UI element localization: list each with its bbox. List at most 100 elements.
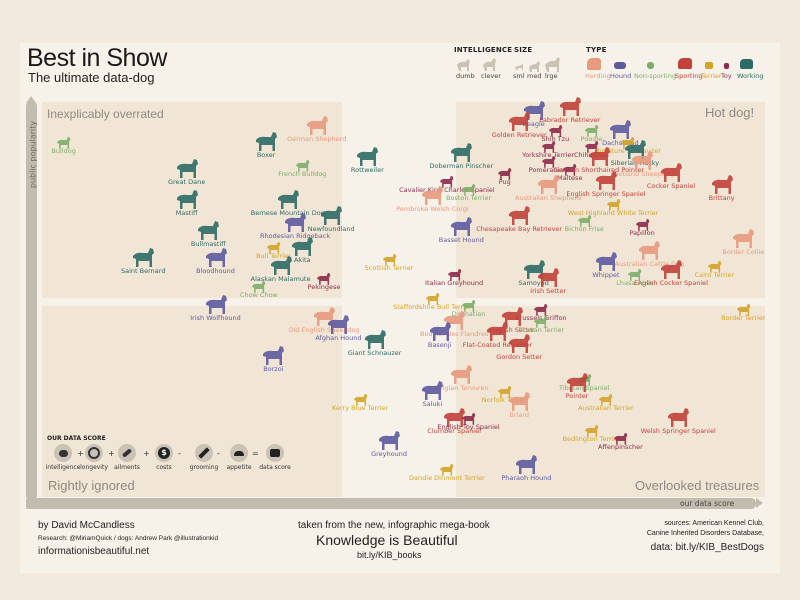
dog-silhouette-icon[interactable]: [637, 240, 661, 260]
dog-silhouette-icon[interactable]: [613, 430, 628, 445]
dog-silhouette-icon[interactable]: [295, 157, 310, 172]
book-link[interactable]: bit.ly/KIB_books: [357, 550, 422, 560]
site-link[interactable]: informationisbeautiful.net: [38, 546, 150, 557]
dog-silhouette-icon[interactable]: [507, 333, 531, 354]
dog-silhouette-icon[interactable]: [541, 153, 556, 169]
dog-silhouette-icon[interactable]: [558, 96, 582, 116]
dog-silhouette-icon[interactable]: [261, 345, 285, 365]
dog-label: Chesapeake Bay Retriever: [476, 224, 563, 233]
dog-silhouette-icon[interactable]: [630, 150, 654, 171]
dog-silhouette-icon[interactable]: [507, 111, 531, 132]
dog-silhouette-icon[interactable]: [522, 259, 546, 280]
dog-silhouette-icon[interactable]: [461, 297, 476, 313]
dog-silhouette-icon[interactable]: [439, 173, 454, 188]
dog-silhouette-icon[interactable]: [584, 122, 599, 137]
dog-silhouette-icon[interactable]: [533, 313, 548, 328]
data-score-heading: OUR DATA SCORE: [47, 435, 106, 442]
dog-silhouette-icon[interactable]: [425, 290, 440, 305]
dog-silhouette-icon[interactable]: [507, 205, 531, 225]
dog-silhouette-icon[interactable]: [577, 212, 592, 227]
score-label-appetite: appetite: [226, 464, 252, 471]
dog-silhouette-icon[interactable]: [659, 162, 683, 182]
dog-silhouette-icon[interactable]: [254, 131, 278, 151]
dog-label: Samoyed: [518, 279, 549, 288]
dog-silhouette-icon[interactable]: [659, 259, 683, 280]
dog-silhouette-icon[interactable]: [266, 239, 281, 254]
dog-silhouette-icon[interactable]: [319, 205, 343, 225]
dog-silhouette-icon[interactable]: [533, 301, 548, 316]
dog-silhouette-icon[interactable]: [584, 422, 599, 437]
dog-silhouette-icon[interactable]: [536, 174, 560, 194]
dog-silhouette-icon[interactable]: [196, 220, 220, 241]
dog-silhouette-icon[interactable]: [507, 391, 531, 412]
dog-silhouette-icon[interactable]: [461, 181, 476, 196]
dog-silhouette-icon[interactable]: [620, 134, 635, 149]
dog-silhouette-icon[interactable]: [707, 258, 722, 274]
dog-silhouette-icon[interactable]: [316, 270, 331, 285]
dog-silhouette-icon[interactable]: [305, 115, 329, 136]
dog-silhouette-icon[interactable]: [353, 391, 368, 406]
dog-silhouette-icon[interactable]: [251, 278, 266, 293]
dog-silhouette-icon[interactable]: [608, 119, 632, 140]
dog-silhouette-icon[interactable]: [541, 138, 556, 153]
dog-silhouette-icon[interactable]: [276, 189, 300, 210]
dog-silhouette-icon[interactable]: [606, 196, 621, 211]
dog-silhouette-icon[interactable]: [627, 266, 642, 281]
dog-silhouette-icon[interactable]: [562, 161, 577, 176]
dog-silhouette-icon[interactable]: [420, 185, 444, 206]
dog-silhouette-icon[interactable]: [736, 301, 751, 316]
dog-silhouette-icon[interactable]: [497, 383, 512, 398]
dog-silhouette-icon[interactable]: [666, 407, 690, 427]
dog-label: Bedlington Terrier: [562, 434, 621, 443]
dog-silhouette-icon[interactable]: [447, 266, 462, 281]
dog-silhouette-icon[interactable]: [623, 139, 647, 159]
data-link[interactable]: data: bit.ly/KIB_BestDogs: [650, 542, 764, 553]
dog-silhouette-icon[interactable]: [598, 391, 613, 406]
dog-label: Pointer: [565, 391, 589, 400]
dog-silhouette-icon[interactable]: [363, 329, 387, 350]
dog-label: Bull Terrier: [255, 251, 291, 260]
dog-silhouette-icon[interactable]: [587, 146, 611, 167]
credits: Research: @MiriamQuick / dogs: Andrew Pa…: [38, 535, 219, 542]
dog-silhouette-icon[interactable]: [500, 306, 524, 326]
dog-label: English Toy Spaniel: [437, 423, 500, 432]
dog-silhouette-icon[interactable]: [710, 174, 734, 194]
brain-icon: [54, 444, 72, 462]
dog-silhouette-icon[interactable]: [269, 255, 293, 276]
dog-silhouette-icon[interactable]: [485, 321, 509, 342]
dog-silhouette-icon[interactable]: [594, 251, 618, 272]
dog-silhouette-icon[interactable]: [439, 461, 454, 476]
dog-silhouette-icon[interactable]: [326, 314, 350, 334]
dog-silhouette-icon[interactable]: [56, 134, 71, 149]
dog-silhouette-icon[interactable]: [584, 138, 599, 153]
dog-silhouette-icon[interactable]: [442, 407, 466, 427]
dog-silhouette-icon[interactable]: [548, 122, 563, 137]
dog-silhouette-icon[interactable]: [449, 216, 473, 237]
dog-silhouette-icon[interactable]: [449, 364, 473, 385]
dog-silhouette-icon[interactable]: [175, 158, 199, 179]
dog-silhouette-icon[interactable]: [428, 321, 452, 342]
dog-silhouette-icon[interactable]: [536, 267, 560, 287]
dog-silhouette-icon[interactable]: [312, 306, 336, 326]
dog-silhouette-icon[interactable]: [565, 372, 589, 392]
dog-label: Afghan Hound: [315, 333, 362, 342]
dog-silhouette-icon[interactable]: [283, 212, 307, 233]
dog-silhouette-icon[interactable]: [420, 380, 444, 400]
dog-silhouette-icon[interactable]: [382, 251, 397, 266]
dog-silhouette-icon[interactable]: [204, 294, 228, 315]
dog-silhouette-icon[interactable]: [449, 142, 473, 163]
dog-silhouette-icon[interactable]: [731, 228, 755, 249]
dog-label: Old English Sheepdog: [288, 325, 360, 334]
dog-silhouette-icon[interactable]: [635, 216, 650, 231]
dog-silhouette-icon[interactable]: [355, 146, 379, 167]
dog-silhouette-icon[interactable]: [377, 430, 401, 451]
dog-silhouette-icon[interactable]: [514, 454, 538, 474]
dog-silhouette-icon[interactable]: [175, 189, 199, 210]
dog-silhouette-icon[interactable]: [594, 170, 618, 190]
dog-silhouette-icon[interactable]: [497, 165, 512, 180]
dollar-icon: $: [155, 444, 173, 462]
dog-silhouette-icon[interactable]: [290, 236, 314, 256]
dog-silhouette-icon[interactable]: [204, 247, 228, 268]
dog-silhouette-icon[interactable]: [461, 410, 476, 425]
dog-silhouette-icon[interactable]: [131, 247, 155, 268]
